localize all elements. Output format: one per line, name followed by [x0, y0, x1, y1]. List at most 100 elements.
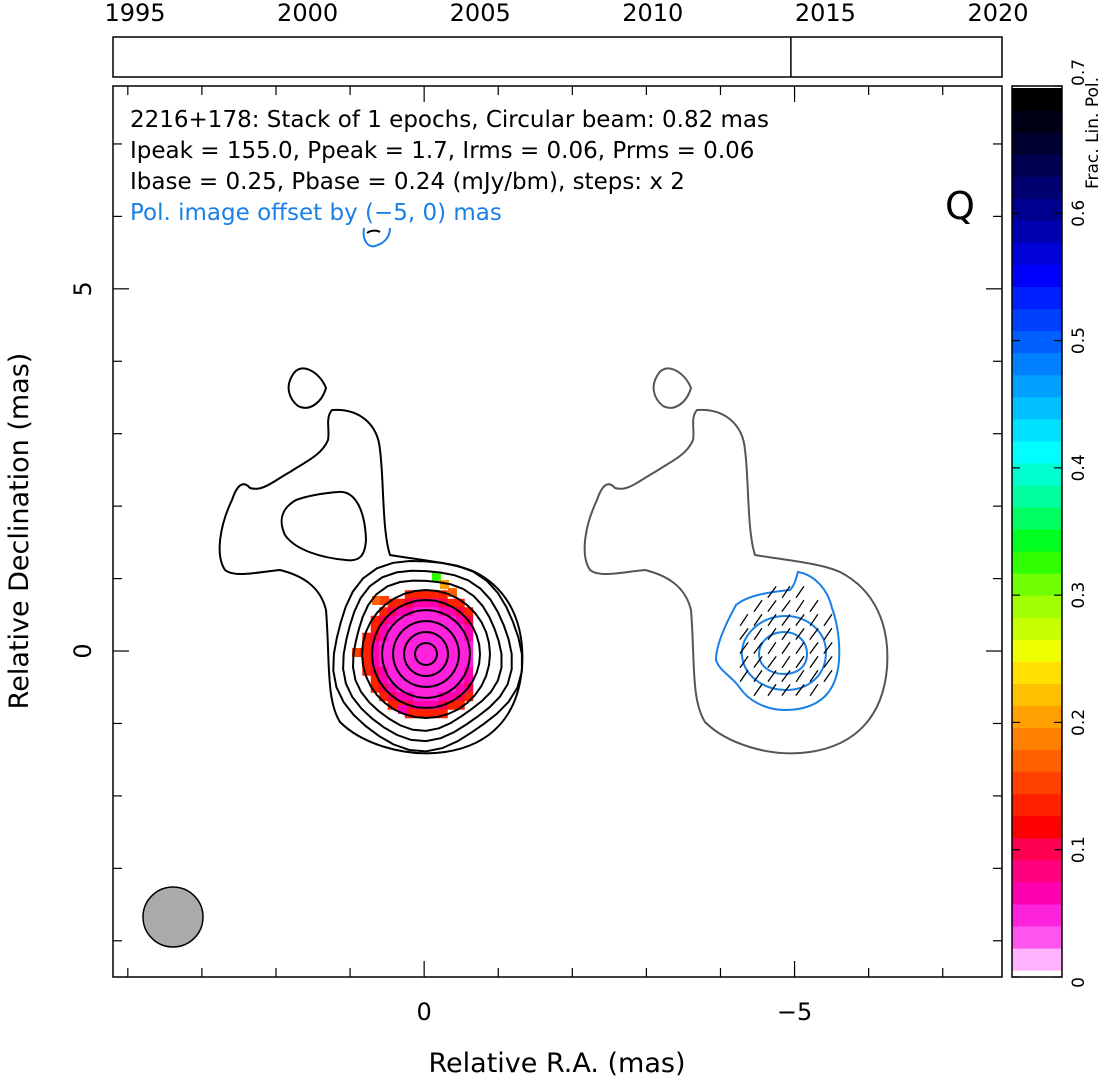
evpa-stick [795, 641, 805, 655]
evpa-stick [809, 669, 819, 683]
fpol-pixel [438, 666, 448, 676]
polarized-intensity-contour-outer [714, 570, 841, 712]
fpol-pixel [447, 641, 457, 651]
colorbar-band [1012, 727, 1062, 751]
colorbar-band [1012, 859, 1062, 883]
evpa-stick [739, 628, 749, 640]
evpa-stick [795, 627, 805, 641]
fpol-pixel [430, 649, 440, 659]
fpol-pixel [404, 624, 414, 634]
header-line-4: Pol. image offset by (−5, 0) mas [130, 200, 502, 226]
evpa-stick [823, 642, 833, 654]
fpol-pixel [438, 607, 448, 617]
fpol-pixel [362, 658, 372, 668]
evpa-stick [753, 627, 763, 641]
axis-ticks [113, 86, 1002, 977]
evpa-stick [767, 586, 777, 598]
colorbar-band [1012, 705, 1062, 729]
evpa-stick [753, 613, 763, 627]
colorbar-band [1012, 617, 1062, 640]
core-contour-ring [391, 619, 461, 689]
fpol-pixel [438, 632, 448, 642]
evpa-stick [767, 641, 777, 655]
colorbar-band [1012, 88, 1062, 111]
fpol-pixel [464, 675, 474, 685]
fpol-pixel [455, 700, 465, 710]
evpa-stick [809, 641, 819, 655]
fpol-pixel [404, 615, 414, 625]
fpol-pixel [387, 615, 397, 625]
fpol-pixel [379, 692, 389, 702]
timeline-strip: 1995 2000 2005 2010 2015 2020 [104, 0, 1029, 78]
fpol-pixel [404, 683, 414, 693]
y-tick-label: 0 [69, 643, 97, 658]
fpol-pixel [455, 615, 465, 625]
header-line-3: Ibase = 0.25, Pbase = 0.24 (mJy/bm), ste… [130, 169, 685, 195]
evpa-stick [739, 641, 749, 655]
timeline-year-1995: 1995 [104, 0, 165, 27]
core-contour-ring [332, 559, 523, 753]
evpa-stick [795, 669, 805, 683]
colorbar-tick-label: 0.3 [1069, 582, 1089, 609]
evpa-stick [795, 585, 805, 599]
fpol-pixel [455, 666, 465, 676]
fpol-pixel [447, 624, 457, 634]
fpol-pixel [421, 666, 431, 676]
fpol-pixel [387, 624, 397, 634]
fpol-pixel [430, 624, 440, 634]
fpol-pixel [404, 590, 414, 600]
fpol-pixel [379, 666, 389, 676]
total-intensity-contour-speck [366, 229, 381, 234]
fpol-pixel [380, 596, 389, 605]
fpol-pixel [370, 641, 380, 651]
colorbar-band [1012, 506, 1062, 530]
fpol-pixel [387, 666, 397, 676]
fpol-pixel [421, 658, 431, 668]
colorbar-label: Frac. Lin. Pol. [1083, 77, 1103, 189]
fpol-pixel [396, 666, 406, 676]
fpol-pixel [360, 648, 369, 657]
fpol-pixel [396, 598, 406, 608]
colorbar-tick-label: 0.7 [1069, 59, 1089, 86]
fpol-pixel [447, 598, 457, 608]
fpol-pixel [413, 658, 423, 668]
fpol-pixel [387, 683, 397, 693]
evpa-stick [781, 627, 791, 641]
fpol-pixel [455, 658, 465, 668]
fpol-pixel [413, 598, 423, 608]
fpol-pixel [440, 580, 449, 589]
colorbar-band [1012, 242, 1062, 265]
colorbar-band [1012, 264, 1062, 288]
colorbar-band [1012, 793, 1062, 817]
total-intensity-contour-lowest [287, 367, 328, 409]
fpol-pixel [421, 649, 431, 659]
fpol-pixel [396, 624, 406, 634]
colorbar-ticks: 0 0.1 0.2 0.3 0.4 0.5 0.6 0.7 [1012, 59, 1089, 988]
evpa-stick [809, 655, 819, 669]
fpol-pixel [387, 675, 397, 685]
fpol-pixel [421, 624, 431, 634]
timeline-year-2010: 2010 [622, 0, 683, 27]
fpol-pixel [396, 649, 406, 659]
colorbar: 0 0.1 0.2 0.3 0.4 0.5 0.6 0.7 Frac. Lin. Pol. [1011, 59, 1103, 988]
colorbar-band [1012, 176, 1062, 199]
colorbar-tick-label: 0.6 [1069, 200, 1089, 227]
colorbar-tick-label: 0.2 [1069, 709, 1089, 736]
fpol-pixel [387, 632, 397, 642]
colorbar-band [1012, 154, 1062, 177]
timeline-year-2005: 2005 [450, 0, 511, 27]
colorbar-band [1012, 837, 1062, 861]
fpol-pixel [370, 683, 380, 693]
colorbar-band [1012, 771, 1062, 795]
shifted-contour-outer [583, 408, 889, 755]
fpol-pixel [404, 632, 414, 642]
fpol-pixel [404, 709, 414, 719]
fpol-pixel [379, 607, 389, 617]
colorbar-band [1012, 462, 1062, 486]
fpol-pixel [430, 590, 440, 600]
fpol-pixel [413, 624, 423, 634]
fpol-pixel [396, 692, 406, 702]
header-line-2: Ipeak = 155.0, Ppeak = 1.7, Irms = 0.06,… [130, 138, 754, 164]
evpa-stick [795, 684, 805, 696]
y-axis-label: Relative Declination (mas) [4, 353, 35, 710]
